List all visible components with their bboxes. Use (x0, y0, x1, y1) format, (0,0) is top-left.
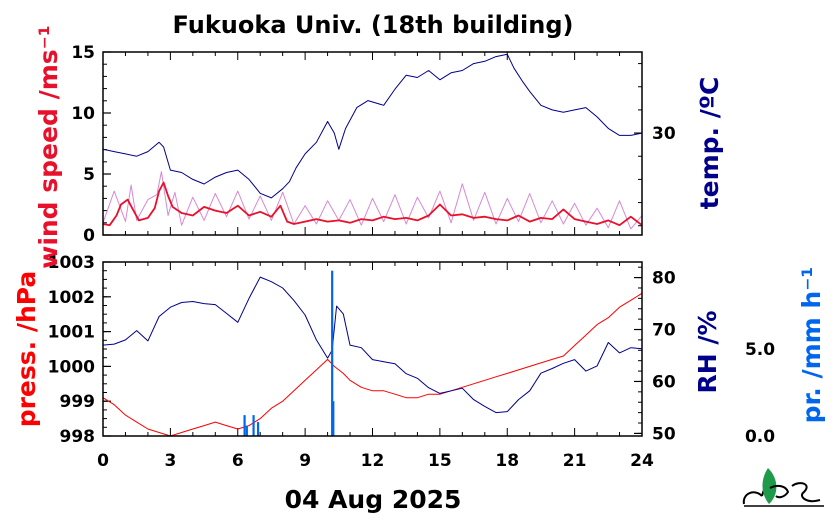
temp-series-line (102, 53, 643, 199)
x-tick-label: 9 (299, 451, 311, 471)
y2-tick-label: 80 (652, 269, 676, 289)
y-tick-label: 1000 (48, 357, 95, 377)
institution-logo (742, 468, 824, 507)
precip-tick-label: 5.0 (745, 340, 775, 360)
y-tick-label: 5 (83, 165, 95, 185)
x-tick-label: 15 (428, 451, 452, 471)
precip-bar (256, 422, 260, 436)
top-panel: 0 5 10 15 30 (71, 43, 676, 246)
x-tick-label: 6 (232, 451, 244, 471)
precipitation-axis-label: pr. /mm h⁻¹ (797, 267, 826, 424)
y2-tick-label: 30 (652, 124, 676, 144)
bottom-panel: 998 999 1000 1001 1002 1003 50 60 70 80 0.0 5.0 0 3 6 9… (48, 253, 776, 471)
x-tick-label: 18 (495, 451, 519, 471)
y2-tick-label: 70 (652, 321, 676, 341)
chart-title: Fukuoka Univ. (18th building) (173, 11, 574, 39)
mean-series-line (102, 181, 643, 227)
precip-bar (252, 415, 255, 436)
plot-frame (102, 261, 643, 437)
plot-frame (102, 51, 643, 236)
y-tick-label: 1001 (48, 323, 95, 343)
y-tick-label: 1002 (48, 288, 95, 308)
x-tick-label: 21 (563, 451, 587, 471)
y-tick-label: 998 (60, 427, 96, 447)
y-tick-label: 999 (60, 392, 96, 412)
x-tick-label: 12 (361, 451, 385, 471)
rh-series-line (102, 276, 643, 414)
precip-bar (331, 270, 334, 436)
y-tick-label: 0 (83, 226, 95, 246)
precip-bar (243, 415, 246, 436)
y-tick-label: 10 (71, 104, 95, 124)
pressure-axis-label: press. /hPa (12, 271, 41, 428)
precip-bar (245, 425, 248, 436)
press-series-line (102, 292, 643, 437)
x-tick-label: 3 (164, 451, 176, 471)
temperature-axis-label: temp. /ºC (695, 77, 724, 210)
x-tick-label: 24 (630, 451, 654, 471)
y-tick-label: 1003 (48, 253, 95, 273)
y-tick-label: 15 (71, 43, 95, 63)
y2-tick-label: 50 (652, 424, 676, 444)
date-label: 04 Aug 2025 (285, 485, 462, 514)
y2-tick-label: 60 (652, 372, 676, 392)
rh-axis-label: RH /% (693, 310, 722, 393)
precip-bar (332, 401, 335, 436)
precip-tick-label: 0.0 (745, 427, 775, 447)
x-tick-label: 0 (97, 451, 109, 471)
wind-speed-axis-label: wind speed /ms⁻¹ (34, 25, 63, 269)
